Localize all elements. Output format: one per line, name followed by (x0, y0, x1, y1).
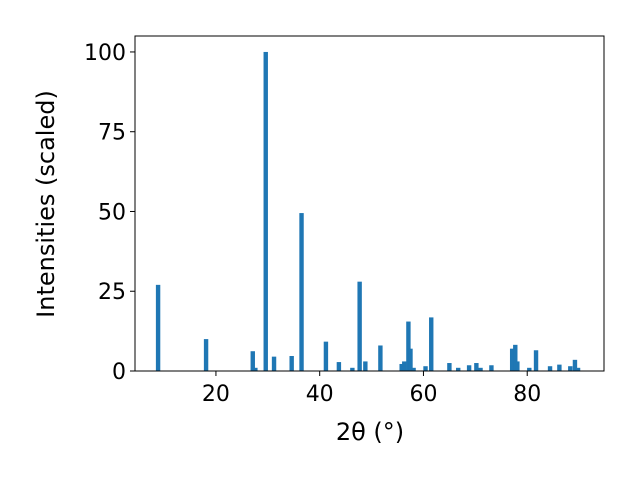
y-tick-label: 75 (98, 121, 126, 146)
bar (568, 366, 573, 371)
bar (557, 364, 562, 371)
bar (527, 367, 532, 371)
bar (323, 341, 329, 371)
y-tick-label: 100 (84, 41, 126, 66)
bar (378, 345, 383, 371)
bar (253, 367, 258, 371)
bar (474, 363, 479, 371)
bar (447, 363, 452, 371)
x-tick-label: 80 (513, 382, 541, 407)
bar (489, 365, 494, 371)
bar (263, 51, 268, 371)
x-tick-label: 60 (409, 382, 437, 407)
bar (271, 356, 277, 371)
bar (203, 339, 209, 371)
y-tick-label: 50 (98, 200, 126, 225)
bar (515, 361, 520, 371)
plot-area (135, 36, 604, 371)
bar (478, 367, 483, 371)
y-tick-label: 0 (112, 360, 126, 385)
bar (357, 281, 362, 371)
bar (466, 365, 472, 371)
bar (513, 344, 518, 371)
bar (429, 317, 434, 371)
bar (533, 350, 539, 371)
bar (423, 366, 428, 371)
bar (411, 367, 416, 371)
bar (402, 361, 407, 371)
bar (250, 351, 255, 371)
bar (572, 359, 578, 371)
bar (336, 362, 342, 371)
bar (456, 367, 461, 371)
y-tick-label: 25 (98, 280, 126, 305)
bar (350, 367, 355, 371)
bar (155, 284, 161, 371)
axes-frame (134, 35, 605, 372)
bar (299, 213, 304, 371)
bar (399, 363, 404, 371)
bar (363, 361, 368, 371)
bar (408, 348, 413, 371)
x-axis-label: 2θ (°) (336, 418, 404, 446)
y-axis-label: Intensities (scaled) (32, 90, 60, 318)
x-tick-label: 40 (306, 382, 334, 407)
bar (406, 321, 411, 371)
bar (575, 367, 581, 371)
x-tick-label: 20 (202, 382, 230, 407)
bar (509, 348, 515, 371)
bar (289, 356, 294, 371)
bar (547, 366, 553, 371)
